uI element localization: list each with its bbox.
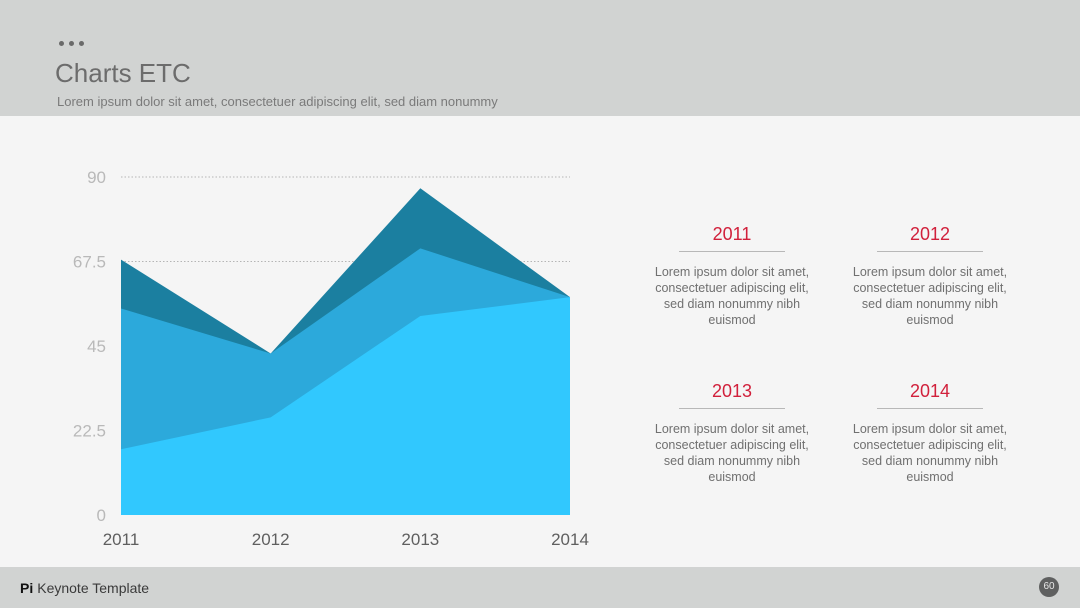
footer-brand: Pi [20,580,34,596]
info-divider [679,251,785,252]
info-text: Lorem ipsum dolor sit amet, consectetuer… [654,265,810,327]
info-year: 2011 [712,224,752,244]
page-title: Charts ETC [55,58,191,88]
footer-label: Pi Keynote Template [20,580,149,596]
info-text: Lorem ipsum dolor sit amet, consectetuer… [654,422,810,484]
y-tick-label: 67.5 [73,253,106,272]
header-bar: Charts ETC Lorem ipsum dolor sit amet, c… [0,0,1080,116]
info-year: 2013 [711,381,753,401]
info-block-2012: 2012 Lorem ipsum dolor sit amet, consect… [850,223,1010,328]
footer-bar: Pi Keynote Template [0,567,1080,608]
area-series-3 [121,297,570,515]
page-number-badge: 60 [1039,577,1059,597]
y-tick-label: 22.5 [73,422,106,441]
x-tick-label: 2011 [103,530,140,549]
info-block-2014: 2014 Lorem ipsum dolor sit amet, consect… [850,380,1010,485]
footer-template-name: Keynote Template [37,580,150,596]
dots-icon [59,41,84,46]
info-text: Lorem ipsum dolor sit amet, consectetuer… [852,422,1008,484]
x-tick-label: 2012 [252,530,290,549]
x-tick-label: 2013 [401,530,439,549]
info-text: Lorem ipsum dolor sit amet, consectetuer… [852,265,1008,327]
y-tick-label: 45 [87,337,106,356]
x-tick-label: 2014 [551,530,589,549]
y-tick-label: 90 [87,168,106,187]
info-block-2011: 2011 Lorem ipsum dolor sit amet, consect… [652,223,812,328]
info-year: 2012 [909,224,951,244]
info-block-2013: 2013 Lorem ipsum dolor sit amet, consect… [652,380,812,485]
y-tick-label: 0 [97,506,106,525]
info-divider [877,251,983,252]
info-year: 2014 [909,381,951,401]
info-divider [679,408,785,409]
page-subtitle: Lorem ipsum dolor sit amet, consectetuer… [57,94,498,109]
info-divider [877,408,983,409]
